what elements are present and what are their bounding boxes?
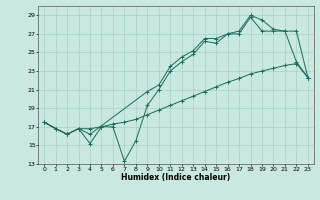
X-axis label: Humidex (Indice chaleur): Humidex (Indice chaleur) bbox=[121, 173, 231, 182]
